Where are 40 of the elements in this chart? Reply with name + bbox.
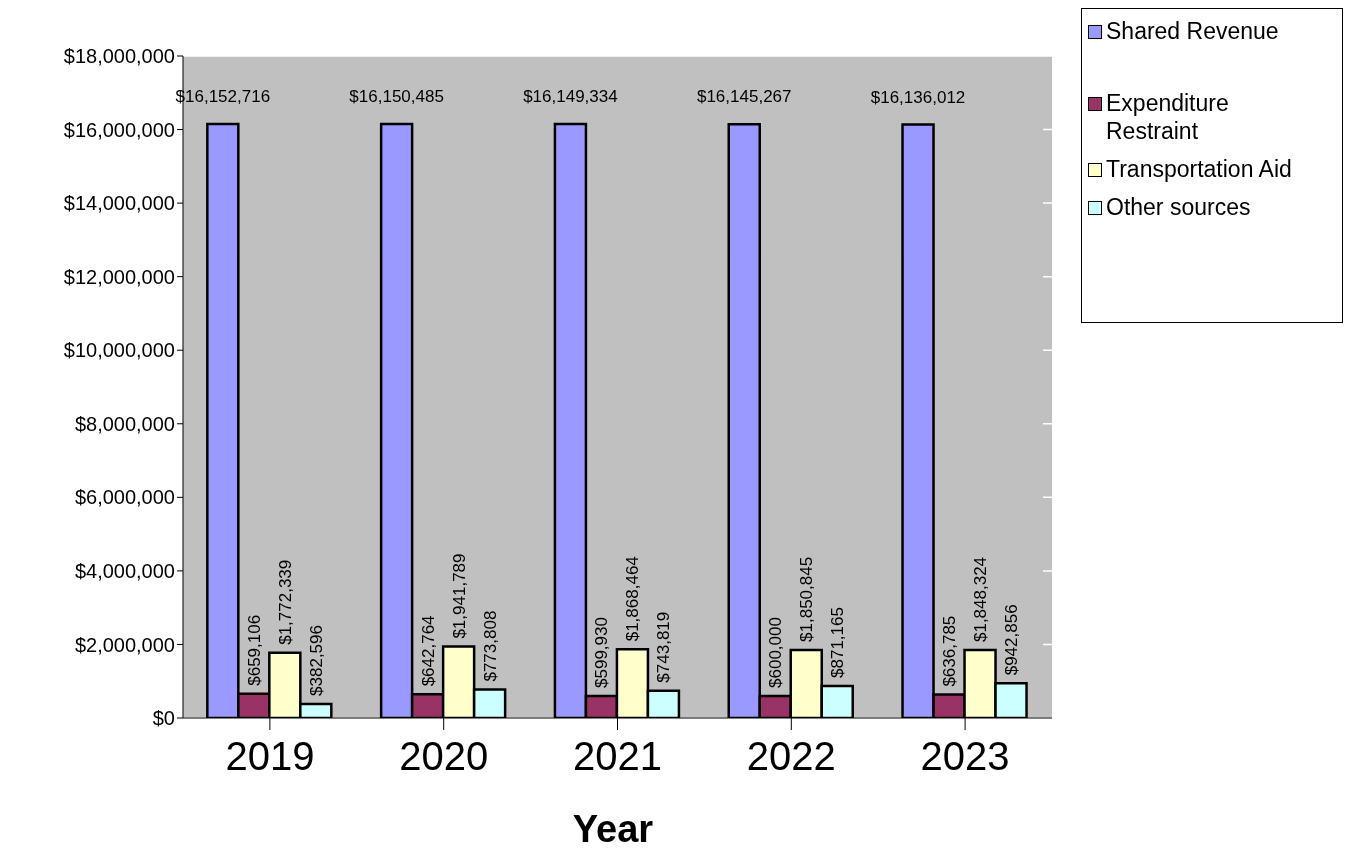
legend-label: Shared Revenue — [1106, 17, 1279, 45]
legend-label: Expenditure Restraint — [1106, 89, 1230, 145]
x-tick-label: 2021 — [573, 734, 662, 779]
data-label: $1,772,339 — [275, 559, 295, 645]
data-label: $636,785 — [940, 615, 960, 687]
y-tick-label: $8,000,000 — [74, 412, 175, 435]
data-label: $16,152,716 — [175, 86, 271, 106]
data-label: $1,850,845 — [797, 556, 817, 642]
y-tick-label: $2,000,000 — [74, 633, 175, 656]
data-label: $642,764 — [418, 615, 438, 687]
data-label: $382,596 — [306, 625, 326, 696]
data-label: $1,848,324 — [971, 556, 991, 643]
x-tick-label: 2023 — [920, 734, 1010, 779]
y-tick-label: $6,000,000 — [74, 486, 175, 509]
x-tick-label: 2022 — [746, 734, 836, 779]
x-tick-label: 2019 — [225, 734, 315, 779]
y-tick-label: $18,000,000 — [63, 45, 175, 68]
y-tick-label: $10,000,000 — [63, 339, 175, 362]
y-tick-label: $4,000,000 — [74, 559, 175, 582]
x-tick-label: 2020 — [399, 734, 489, 779]
legend-label: Transportation Aid — [1106, 155, 1292, 183]
data-label: $16,149,334 — [523, 87, 618, 107]
data-label: $16,145,267 — [696, 87, 792, 107]
data-label: $1,868,464 — [623, 556, 643, 642]
y-tick-label: $0 — [152, 707, 175, 730]
y-tick-label: $14,000,000 — [63, 192, 175, 215]
data-label: $871,165 — [828, 607, 848, 678]
data-label: $16,136,012 — [870, 87, 966, 107]
data-label: $942,856 — [1002, 604, 1022, 676]
data-label: $773,808 — [480, 610, 500, 682]
x-axis-title: Year — [571, 808, 655, 851]
data-label: $599,930 — [592, 617, 612, 688]
data-label: $743,819 — [654, 611, 674, 683]
legend-label: Other sources — [1106, 193, 1251, 221]
data-label: $600,000 — [766, 617, 786, 688]
y-tick-label: $16,000,000 — [63, 118, 175, 141]
data-label: $1,941,789 — [449, 553, 469, 639]
data-label: $16,150,485 — [349, 87, 444, 107]
data-label: $659,106 — [244, 614, 264, 686]
y-tick-label: $12,000,000 — [63, 265, 175, 288]
